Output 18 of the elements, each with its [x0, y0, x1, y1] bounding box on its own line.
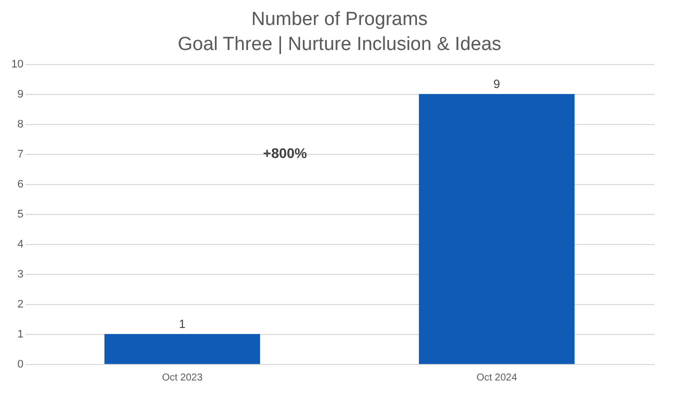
chart-subtitle: Goal Three | Nurture Inclusion & Ideas — [178, 34, 502, 55]
y-tick-label: 3 — [17, 268, 24, 280]
y-tick-label: 8 — [17, 118, 24, 130]
y-tick-label: 4 — [17, 238, 24, 250]
chart-title: Number of Programs — [251, 9, 428, 30]
y-tick-label: 0 — [17, 358, 24, 370]
x-tick-label: Oct 2023 — [162, 372, 203, 384]
annotation: +800% — [263, 145, 308, 161]
data-label: 1 — [178, 317, 186, 331]
x-tick-label: Oct 2024 — [476, 372, 518, 384]
y-tick-label: 1 — [17, 328, 24, 340]
y-tick-label: 10 — [11, 58, 24, 70]
y-tick-label: 9 — [17, 88, 24, 100]
y-tick-label: 2 — [17, 298, 24, 310]
y-tick-label: 5 — [17, 208, 24, 220]
y-tick-label: 7 — [17, 148, 24, 160]
data-label: 9 — [493, 77, 500, 91]
y-tick-label: 6 — [17, 178, 24, 190]
